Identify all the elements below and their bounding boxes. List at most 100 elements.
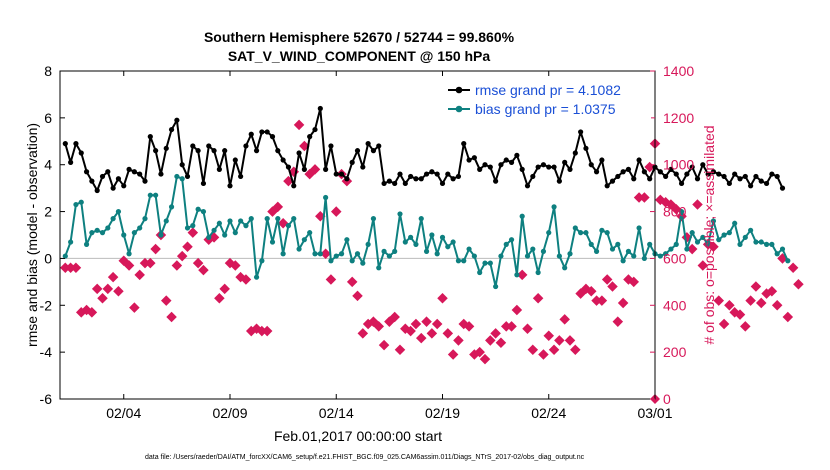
series-point xyxy=(317,105,323,112)
series-point xyxy=(562,265,568,271)
series-point xyxy=(620,258,626,264)
series-point xyxy=(275,216,281,222)
series-point xyxy=(678,180,685,187)
series-point xyxy=(779,246,786,252)
legend-rmse-marker xyxy=(455,86,463,94)
series-point xyxy=(413,241,419,247)
y-left-tick-label: -4 xyxy=(40,344,53,360)
series-point xyxy=(493,178,499,184)
series-point xyxy=(158,232,164,238)
y-left-tick-label: 0 xyxy=(44,250,52,266)
x-tick-label: 03/01 xyxy=(637,405,672,421)
series-point xyxy=(572,150,578,156)
y-axis-left-ticks: -6 -4 -2 0 2 4 6 8 xyxy=(40,63,65,407)
obs-marker xyxy=(697,260,709,271)
obs-marker xyxy=(214,292,225,304)
obs-marker xyxy=(410,318,422,330)
series-point xyxy=(323,166,329,172)
series-point xyxy=(583,145,589,151)
obs-marker xyxy=(596,295,608,306)
series-point xyxy=(360,164,366,170)
series-point xyxy=(397,211,403,217)
series-point xyxy=(269,239,276,245)
obs-marker xyxy=(325,274,337,285)
obs-marker xyxy=(511,304,523,316)
series-point xyxy=(184,173,191,180)
series-point xyxy=(184,225,191,231)
series-point xyxy=(450,239,456,245)
obs-marker xyxy=(766,285,778,297)
chart-title: Southern Hemisphere 52670 / 52744 = 99.8… xyxy=(204,29,515,45)
series-point xyxy=(131,169,137,175)
obs-marker xyxy=(607,281,618,292)
obs-marker xyxy=(261,325,273,337)
series-point xyxy=(78,199,84,205)
series-point xyxy=(344,237,350,243)
series-point xyxy=(546,230,552,236)
series-point xyxy=(508,159,515,165)
y-left-tick-label: -2 xyxy=(40,297,53,313)
series-point xyxy=(434,171,440,177)
y-right-tick-label: 600 xyxy=(663,250,687,266)
series-point xyxy=(445,244,451,250)
obs-marker xyxy=(490,328,501,339)
obs-marker xyxy=(670,203,682,215)
y-left-tick-label: 4 xyxy=(44,157,52,173)
series-point xyxy=(455,173,462,180)
series-point xyxy=(376,265,382,271)
y-left-tick-label: 6 xyxy=(44,110,52,126)
obs-marker xyxy=(107,271,119,283)
series-point xyxy=(705,241,711,247)
series-point xyxy=(195,148,201,154)
series-point xyxy=(211,227,217,233)
series-point xyxy=(572,225,578,231)
obs-marker xyxy=(330,206,342,217)
series-point xyxy=(625,166,632,172)
series-point xyxy=(121,183,127,189)
series-point xyxy=(349,159,355,165)
series-point xyxy=(142,216,148,222)
series-point xyxy=(365,241,371,247)
obs-marker xyxy=(771,300,783,311)
obs-marker xyxy=(740,321,751,332)
series-point xyxy=(578,230,584,236)
obs-marker xyxy=(129,302,140,313)
y-right-tick-label: 0 xyxy=(663,391,671,407)
obs-marker xyxy=(192,257,204,269)
series-point xyxy=(721,173,727,180)
y-left-tick-label: 2 xyxy=(44,204,52,220)
series-point xyxy=(487,260,493,266)
series-point xyxy=(397,171,403,177)
series-point xyxy=(466,246,472,252)
obs-marker xyxy=(713,295,725,306)
series-point xyxy=(328,143,334,149)
series-point xyxy=(647,241,653,247)
series-point xyxy=(615,173,621,180)
chart-subtitle: SAT_V_WIND_COMPONENT @ 150 hPa xyxy=(228,48,491,64)
y-right-tick-label: 1200 xyxy=(663,110,694,126)
y-left-tick-label: 8 xyxy=(44,63,52,79)
series-point xyxy=(668,166,674,172)
series-point xyxy=(307,134,313,140)
series-point xyxy=(248,131,254,137)
series-point xyxy=(137,171,143,177)
series-point xyxy=(477,166,483,172)
series-point xyxy=(200,180,207,187)
series-point xyxy=(121,232,127,238)
obs-marker xyxy=(575,288,586,299)
obs-marker xyxy=(479,353,491,365)
series-point xyxy=(710,169,717,175)
obs-marker xyxy=(442,328,454,339)
obs-marker xyxy=(559,314,570,325)
series-point xyxy=(232,157,238,163)
series-point xyxy=(466,157,472,163)
series-point xyxy=(147,192,153,198)
y-right-tick-label: 800 xyxy=(663,204,687,220)
series-line xyxy=(64,107,784,192)
obs-marker xyxy=(692,199,703,210)
obs-marker xyxy=(708,241,719,252)
legend-bias-label: bias grand pr = 1.0375 xyxy=(475,101,616,117)
series-point xyxy=(153,148,159,154)
obs-marker xyxy=(113,285,124,297)
series-point xyxy=(418,176,424,182)
